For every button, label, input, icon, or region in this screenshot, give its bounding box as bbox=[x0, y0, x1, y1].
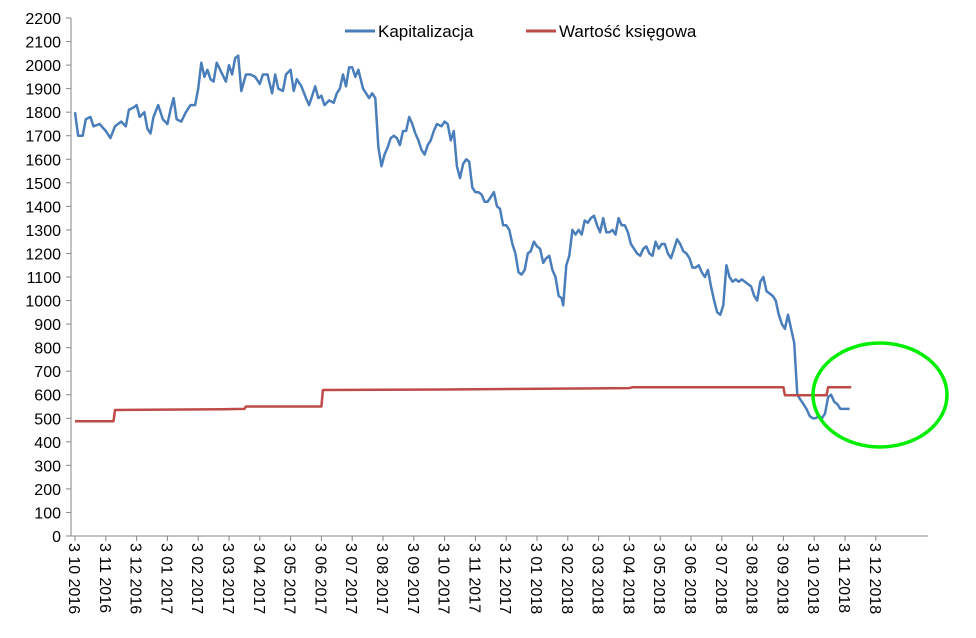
y-tick-label: 400 bbox=[34, 435, 61, 452]
x-tick-label: 3 04 2018 bbox=[619, 543, 636, 614]
x-tick-label: 3 11 2016 bbox=[96, 543, 113, 613]
x-tick-label: 3 11 2017 bbox=[465, 543, 482, 613]
x-tick-label: 3 01 2017 bbox=[157, 543, 174, 614]
y-tick-label: 1800 bbox=[25, 105, 61, 122]
x-tick-label: 3 02 2018 bbox=[558, 543, 575, 614]
y-tick-label: 800 bbox=[34, 341, 61, 358]
x-tick-label: 3 04 2017 bbox=[250, 543, 267, 614]
x-tick-label: 3 05 2017 bbox=[281, 543, 298, 614]
series-layer bbox=[73, 54, 852, 423]
y-tick-label: 100 bbox=[34, 505, 61, 522]
y-tick-label: 1700 bbox=[25, 129, 61, 146]
y-tick-label: 1900 bbox=[25, 82, 61, 99]
y-tick-label: 1000 bbox=[25, 294, 61, 311]
x-tick-label: 3 03 2017 bbox=[219, 543, 236, 614]
y-tick-label: 0 bbox=[52, 529, 61, 546]
y-tick-label: 500 bbox=[34, 411, 61, 428]
legend: Kapitalizacja Wartość księgowa bbox=[345, 22, 697, 41]
x-tick-label: 3 07 2017 bbox=[342, 543, 359, 614]
y-tick-label: 2200 bbox=[25, 11, 61, 28]
legend-label-wartosc-ksiegowa: Wartość księgowa bbox=[559, 22, 697, 41]
y-tick-label: 300 bbox=[34, 458, 61, 475]
x-tick-label: 3 10 2017 bbox=[435, 543, 452, 614]
y-tick-label: 1600 bbox=[25, 152, 61, 169]
y-tick-label: 1100 bbox=[27, 270, 62, 287]
x-tick-label: 3 09 2018 bbox=[773, 543, 790, 614]
x-tick-label: 3 12 2016 bbox=[127, 543, 144, 614]
x-tick-label: 3 01 2018 bbox=[527, 543, 544, 614]
x-tick-label: 3 10 2018 bbox=[804, 543, 821, 614]
highlight-ellipse bbox=[811, 341, 949, 449]
legend-label-kapitalizacja: Kapitalizacja bbox=[378, 22, 474, 41]
series-line-kapitalizacja bbox=[73, 54, 850, 420]
x-tick-label: 3 06 2018 bbox=[681, 543, 698, 614]
x-axis-ticks: 3 10 2016 3 11 2016 3 12 2016 3 01 2017 3 02… bbox=[65, 536, 883, 614]
y-tick-label: 2000 bbox=[25, 58, 61, 75]
y-tick-label: 200 bbox=[34, 482, 61, 499]
x-tick-label: 3 06 2017 bbox=[311, 543, 328, 614]
series-line-wartosc-ksiegowa bbox=[75, 385, 852, 423]
x-tick-label: 3 09 2017 bbox=[404, 543, 421, 614]
x-tick-label: 3 11 2018 bbox=[835, 543, 852, 613]
x-tick-label: 3 12 2017 bbox=[496, 543, 513, 614]
y-tick-label: 700 bbox=[34, 364, 61, 381]
x-tick-label: 3 03 2018 bbox=[589, 543, 606, 614]
x-tick-label: 3 05 2018 bbox=[650, 543, 667, 614]
y-tick-label: 600 bbox=[34, 388, 61, 405]
x-tick-label: 3 12 2018 bbox=[866, 543, 883, 614]
y-axis-ticks: 0 100 200 300 400 500 600 700 800 900 1000 1100 1200… bbox=[25, 11, 71, 546]
x-tick-label: 3 08 2018 bbox=[743, 543, 760, 614]
y-tick-label: 1400 bbox=[25, 199, 61, 216]
y-tick-label: 1500 bbox=[25, 176, 61, 193]
x-tick-label: 3 08 2017 bbox=[373, 543, 390, 614]
y-tick-label: 900 bbox=[34, 317, 61, 334]
y-tick-label: 1300 bbox=[25, 223, 61, 240]
x-tick-label: 3 10 2016 bbox=[65, 543, 82, 614]
plot-area: 0 100 200 300 400 500 600 700 800 900 1000 1100 1200… bbox=[25, 11, 949, 614]
x-tick-label: 3 02 2017 bbox=[188, 543, 205, 614]
x-tick-label: 3 07 2018 bbox=[712, 543, 729, 614]
y-tick-label: 2100 bbox=[25, 35, 61, 52]
y-tick-label: 1200 bbox=[25, 246, 61, 263]
